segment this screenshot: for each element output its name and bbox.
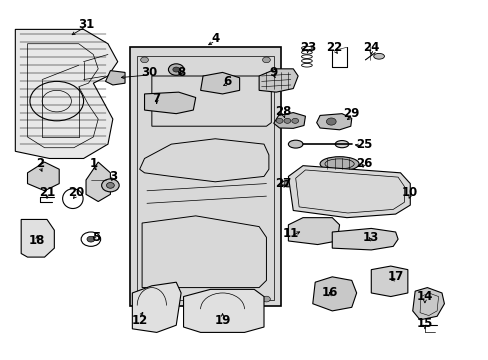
Text: 22: 22: [326, 41, 342, 54]
Circle shape: [276, 118, 283, 123]
Text: 12: 12: [131, 314, 147, 327]
Text: 14: 14: [416, 290, 432, 303]
Text: 3: 3: [108, 170, 117, 183]
Circle shape: [326, 118, 335, 125]
Circle shape: [102, 179, 119, 192]
Polygon shape: [412, 288, 444, 320]
Polygon shape: [288, 166, 409, 218]
Polygon shape: [331, 228, 397, 250]
Text: 20: 20: [68, 186, 84, 199]
Text: 21: 21: [39, 186, 55, 199]
Text: 4: 4: [211, 32, 219, 45]
Text: 24: 24: [363, 41, 379, 54]
Polygon shape: [21, 220, 54, 257]
Text: 19: 19: [214, 314, 230, 327]
Text: 23: 23: [299, 41, 315, 54]
Text: 18: 18: [29, 234, 45, 247]
Circle shape: [284, 118, 290, 123]
Text: 5: 5: [91, 231, 100, 244]
Text: 30: 30: [141, 66, 157, 79]
Text: 2: 2: [36, 157, 44, 170]
Ellipse shape: [281, 180, 294, 187]
Text: 27: 27: [275, 177, 291, 190]
Ellipse shape: [320, 157, 358, 171]
Ellipse shape: [334, 140, 348, 148]
Text: 6: 6: [223, 75, 231, 88]
Circle shape: [141, 57, 148, 63]
Bar: [283, 181, 292, 186]
Polygon shape: [200, 72, 239, 94]
Ellipse shape: [373, 53, 384, 59]
Text: 9: 9: [269, 66, 277, 79]
Text: 25: 25: [355, 138, 371, 150]
Circle shape: [291, 118, 298, 123]
Text: 17: 17: [387, 270, 403, 283]
Polygon shape: [144, 92, 195, 114]
Circle shape: [262, 296, 270, 302]
Text: 13: 13: [363, 231, 379, 244]
Circle shape: [262, 57, 270, 63]
Text: 7: 7: [152, 92, 161, 105]
Polygon shape: [27, 162, 59, 191]
Text: 10: 10: [401, 186, 418, 199]
Text: 29: 29: [343, 107, 359, 120]
Polygon shape: [183, 289, 264, 332]
Polygon shape: [259, 69, 298, 92]
Polygon shape: [312, 277, 356, 311]
Polygon shape: [370, 266, 407, 297]
Text: 11: 11: [282, 227, 298, 240]
Polygon shape: [316, 114, 351, 130]
Text: 1: 1: [89, 157, 97, 170]
Polygon shape: [273, 113, 305, 129]
Circle shape: [172, 67, 179, 72]
Circle shape: [106, 183, 114, 188]
Text: 28: 28: [275, 105, 291, 118]
Text: 8: 8: [177, 66, 185, 79]
Circle shape: [141, 296, 148, 302]
Text: 31: 31: [78, 18, 94, 31]
Ellipse shape: [288, 140, 303, 148]
Circle shape: [87, 236, 95, 242]
Polygon shape: [86, 162, 110, 202]
Text: 26: 26: [355, 157, 371, 170]
Polygon shape: [15, 30, 118, 158]
Circle shape: [168, 64, 183, 75]
Polygon shape: [288, 218, 339, 244]
Bar: [130, 47, 281, 306]
Text: 16: 16: [321, 287, 337, 300]
Polygon shape: [132, 282, 181, 332]
Polygon shape: [105, 71, 125, 85]
Text: 15: 15: [416, 317, 432, 330]
